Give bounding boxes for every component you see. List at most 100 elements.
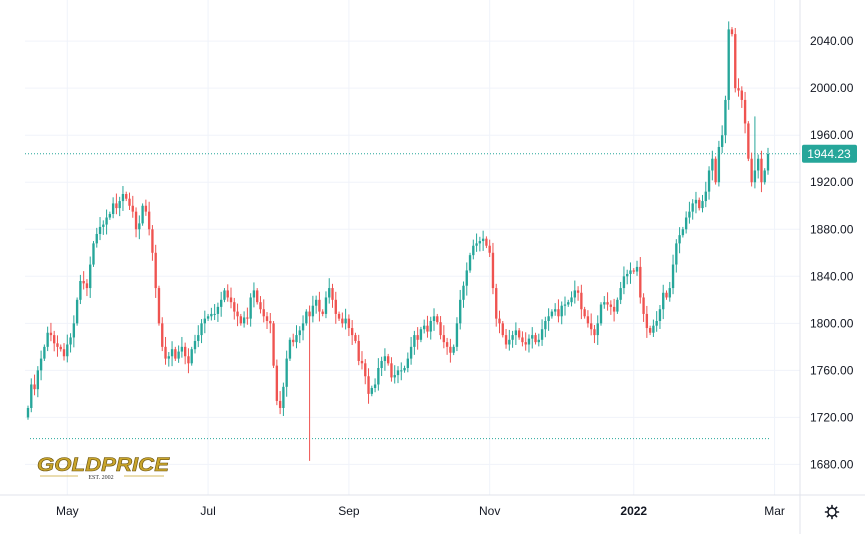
candle xyxy=(714,156,717,185)
candle-body xyxy=(413,335,416,347)
candle xyxy=(298,326,301,344)
candle xyxy=(187,348,190,374)
candle-body xyxy=(151,229,154,253)
candle xyxy=(586,310,590,328)
candle xyxy=(39,350,43,381)
candle xyxy=(390,357,393,382)
candle-body xyxy=(370,388,373,394)
candle xyxy=(183,342,187,365)
candle-body xyxy=(278,400,282,408)
candle-body xyxy=(157,288,161,324)
candle xyxy=(341,312,344,328)
candle xyxy=(377,358,380,391)
candle xyxy=(642,293,645,322)
candle-body xyxy=(216,306,220,314)
candle-body xyxy=(472,245,475,256)
candle xyxy=(239,313,243,326)
candle-body xyxy=(583,309,586,317)
candle xyxy=(442,325,446,349)
candle-body xyxy=(763,170,766,183)
candle-body xyxy=(511,335,514,340)
candle xyxy=(609,300,613,315)
gear-icon[interactable] xyxy=(824,504,840,520)
candle xyxy=(747,121,750,162)
candle-body xyxy=(311,305,315,317)
candle-body xyxy=(537,339,540,343)
candle-body xyxy=(115,203,118,209)
candle-body xyxy=(750,158,753,183)
candle-body xyxy=(285,358,288,387)
candle xyxy=(161,317,164,352)
candle xyxy=(72,315,76,348)
candle-body xyxy=(580,292,583,310)
y-tick-label: 1680.00 xyxy=(810,457,854,471)
candle xyxy=(288,337,292,361)
candle xyxy=(386,353,390,366)
candle xyxy=(616,297,619,314)
candle-body xyxy=(737,88,740,91)
candle xyxy=(596,315,599,345)
candle xyxy=(373,378,377,393)
candle-body xyxy=(567,302,570,305)
candle xyxy=(478,236,482,252)
candle-body xyxy=(134,211,138,230)
candle xyxy=(534,332,537,345)
candle xyxy=(197,325,200,348)
candle-body xyxy=(174,349,177,359)
candle-body xyxy=(596,323,599,336)
candle xyxy=(416,327,419,350)
candle-body xyxy=(632,270,635,272)
candle-body xyxy=(154,252,157,289)
candle xyxy=(724,95,727,144)
candle xyxy=(459,289,462,330)
candle xyxy=(472,239,475,260)
candle xyxy=(701,194,704,213)
candle-body xyxy=(308,311,311,317)
candle-body xyxy=(635,266,639,272)
candle-body xyxy=(416,335,419,340)
candle xyxy=(400,362,403,381)
candle-body xyxy=(445,342,449,347)
candle-body xyxy=(292,339,295,343)
candle xyxy=(436,313,439,325)
candle-body xyxy=(295,335,298,343)
candle-body xyxy=(380,360,383,369)
candle xyxy=(629,262,632,284)
candle-body xyxy=(167,356,170,359)
candle xyxy=(301,315,305,341)
candle xyxy=(662,284,665,320)
candle-body xyxy=(180,346,184,352)
candle xyxy=(33,374,36,396)
candle xyxy=(485,236,488,249)
candle-body xyxy=(452,346,455,353)
candle-body xyxy=(527,338,531,345)
candle-body xyxy=(675,243,678,265)
candle xyxy=(547,308,550,331)
candle-body xyxy=(573,290,576,298)
candle-body xyxy=(298,330,301,336)
candle-body xyxy=(111,203,115,214)
candle-body xyxy=(560,305,563,317)
candle-body xyxy=(717,146,721,183)
candle xyxy=(46,326,49,352)
candle-body xyxy=(206,316,210,319)
candle xyxy=(174,346,177,361)
candle xyxy=(501,320,504,338)
candle-body xyxy=(442,335,446,343)
candle xyxy=(694,191,698,214)
candlestick-series xyxy=(26,21,770,461)
candle xyxy=(59,344,62,352)
candle-body xyxy=(282,386,285,408)
last-price-tag: 1944.23 xyxy=(802,144,857,163)
candle-body xyxy=(400,370,403,372)
candle xyxy=(698,197,701,211)
candle-body xyxy=(508,339,511,345)
candle xyxy=(409,336,413,365)
candle xyxy=(308,305,311,461)
candle-body xyxy=(354,335,357,341)
last-price-box xyxy=(802,144,857,163)
candle-body xyxy=(714,158,717,183)
